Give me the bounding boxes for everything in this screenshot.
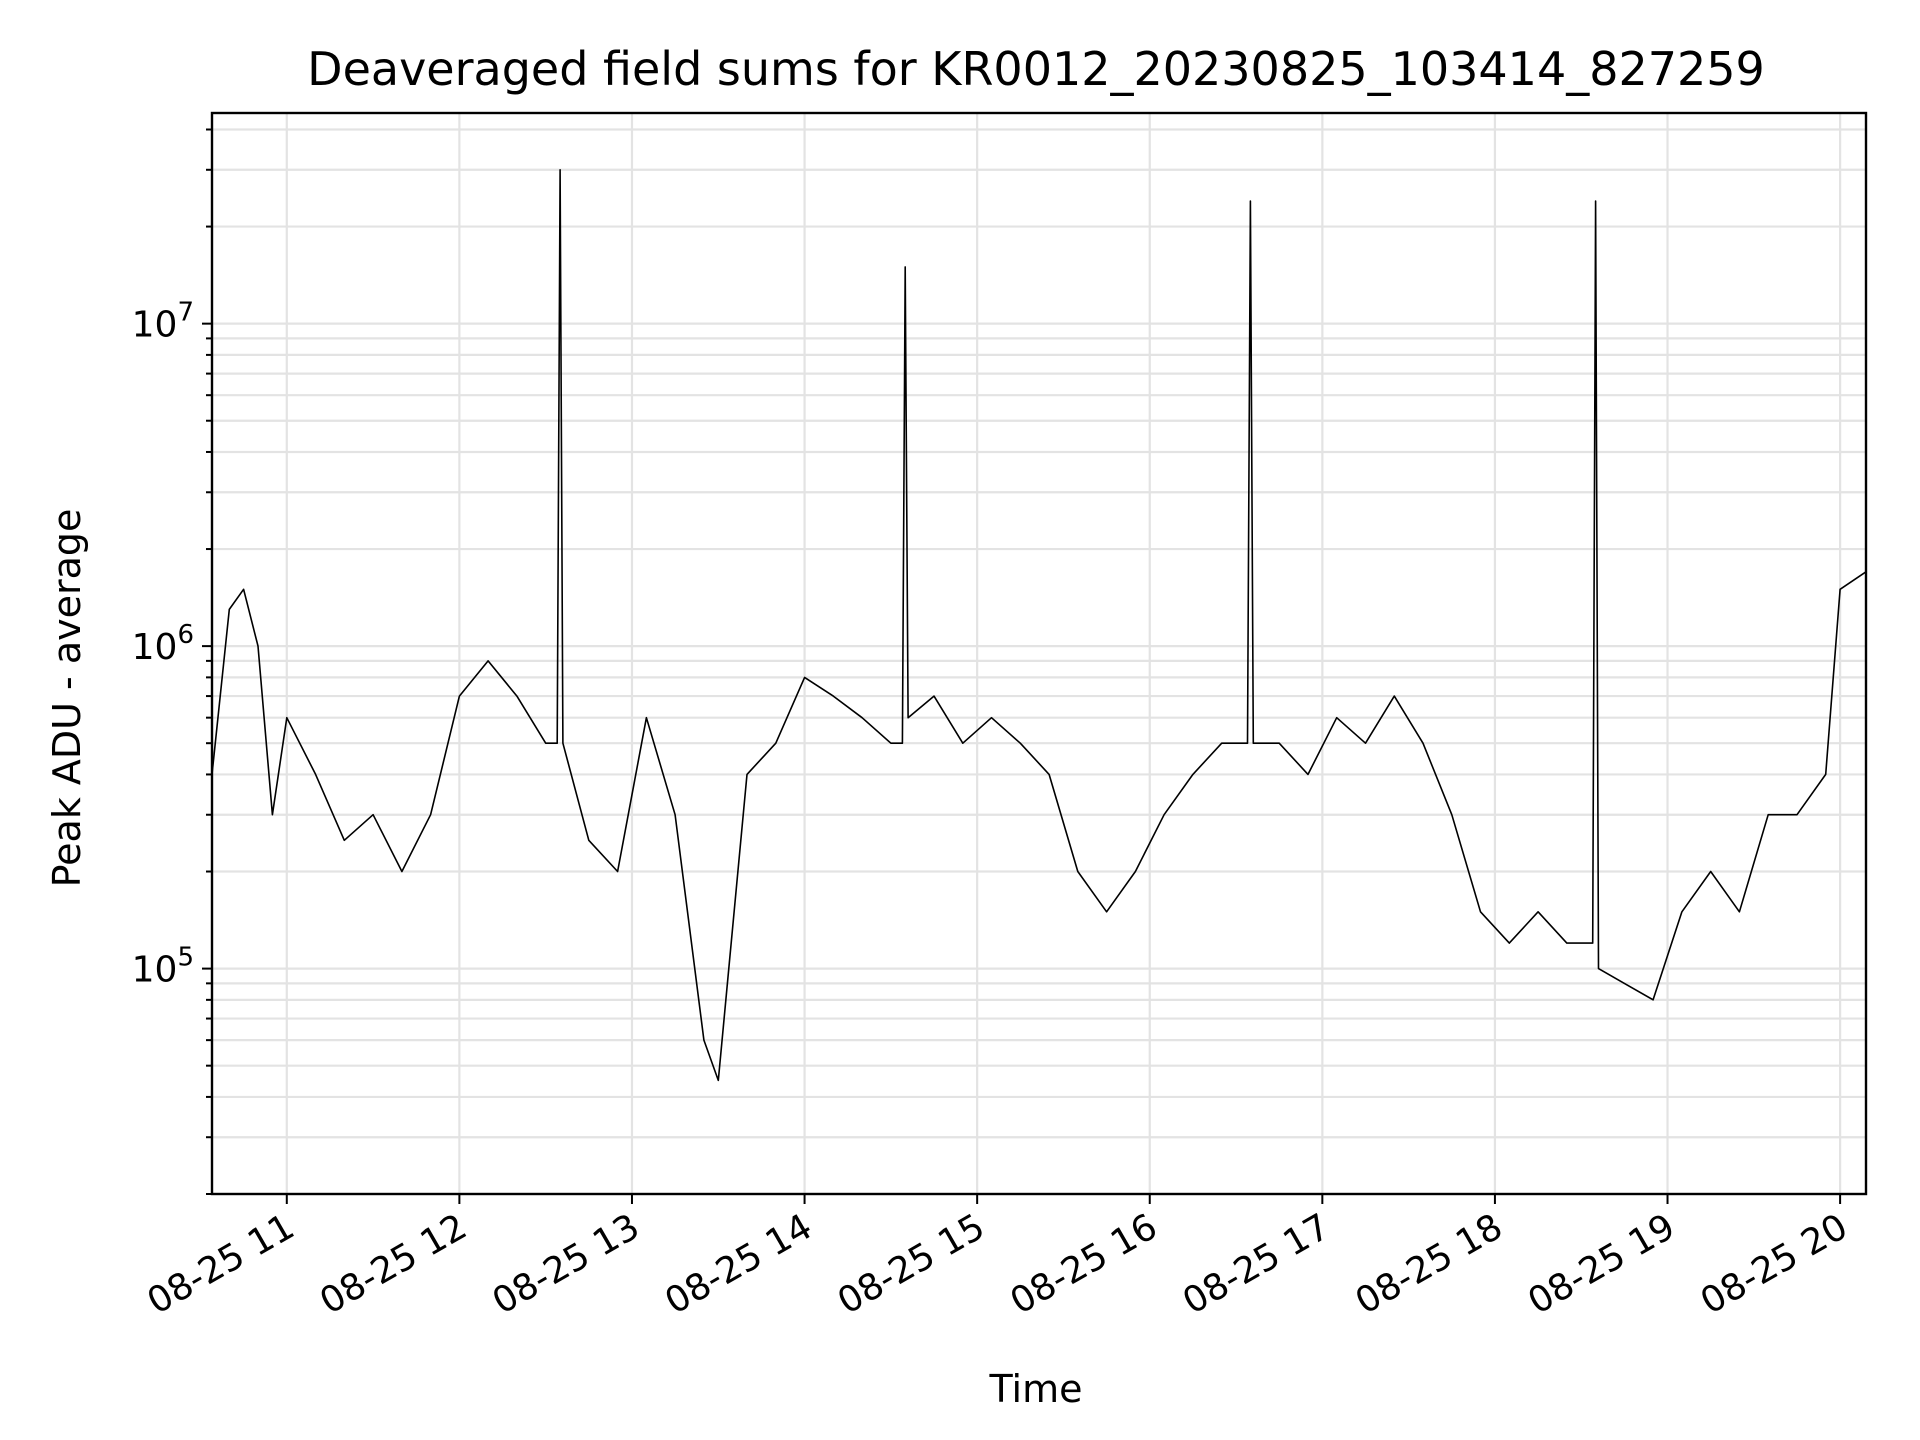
y-axis-ticks: 105 106 107 <box>132 128 212 1195</box>
y-tick-label: 106 <box>132 620 194 668</box>
x-axis-label: Time <box>989 1367 1083 1411</box>
y-tick-label: 105 <box>132 943 194 991</box>
grid <box>212 113 1866 1196</box>
plot-frame <box>210 111 1868 1196</box>
y-axis-label: Peak ADU - average <box>45 509 89 888</box>
series-line <box>211 169 1867 1082</box>
y-tick-label: 107 <box>132 298 194 346</box>
chart-title: Deaveraged field sums for KR0012_2023082… <box>307 42 1765 96</box>
data-line-group <box>211 169 1867 1082</box>
